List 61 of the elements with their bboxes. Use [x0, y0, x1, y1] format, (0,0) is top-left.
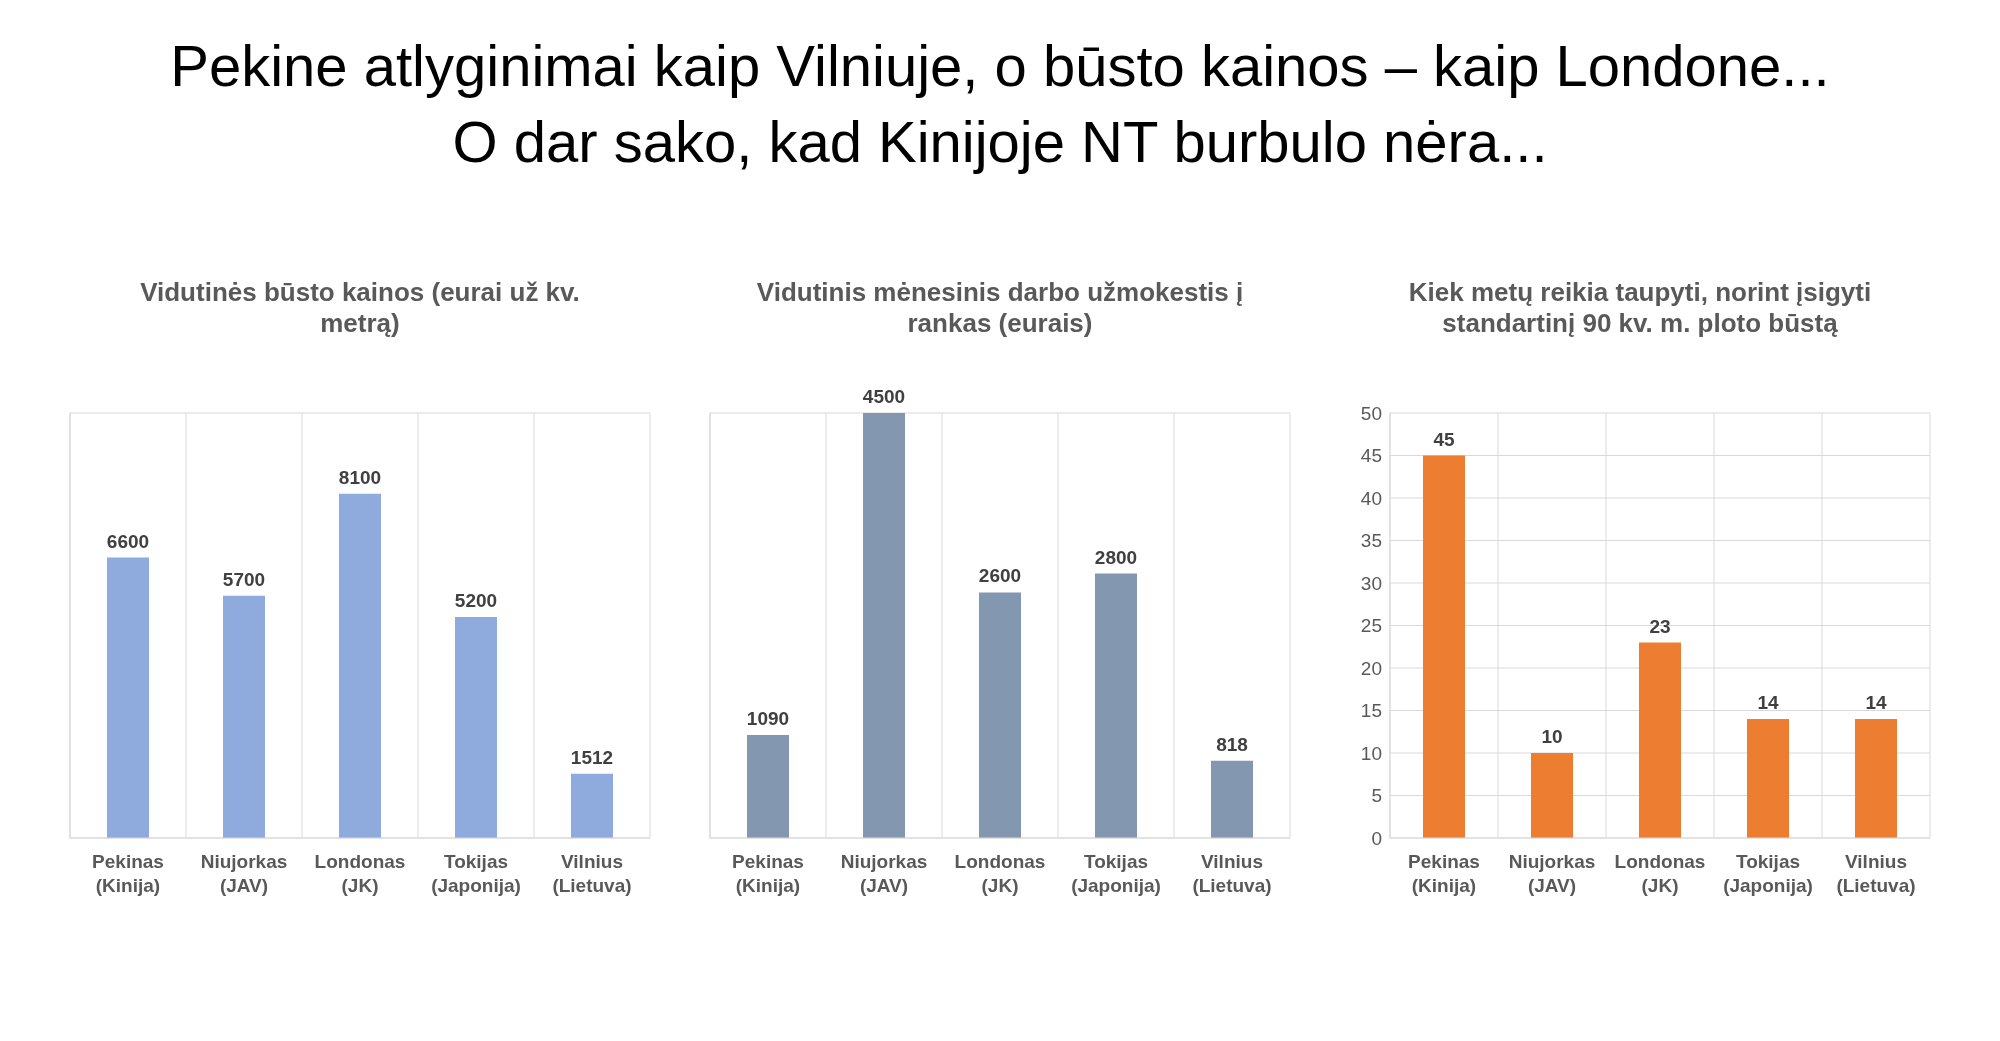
- bar: [339, 493, 381, 838]
- bar: [571, 773, 613, 838]
- x-tick-label: Tokijas (Japonija): [1071, 851, 1161, 896]
- y-tick-label: 10: [1360, 742, 1382, 764]
- y-tick-label: 25: [1360, 615, 1382, 637]
- x-tick-label: Pekinas (Kinija): [1408, 851, 1480, 896]
- data-label: 8100: [338, 466, 382, 488]
- data-label: 14: [1865, 692, 1887, 713]
- bar: [1095, 573, 1137, 838]
- bar: [979, 592, 1021, 838]
- bar: [1423, 455, 1465, 838]
- y-tick-label: 35: [1360, 530, 1382, 552]
- bar: [223, 595, 265, 838]
- data-label: 1090: [746, 708, 790, 730]
- text: Pekine atlyginimai kaip Vilniuje, o būsto kainos – kaip Londone...: [169, 32, 1831, 100]
- data-label: 4500: [862, 386, 906, 407]
- x-tick-label: Londonas (JK): [1614, 851, 1706, 896]
- data-label: 14: [1757, 692, 1779, 713]
- bar: [1855, 719, 1897, 838]
- y-tick-label: 40: [1360, 487, 1382, 509]
- y-tick-label: 20: [1360, 657, 1382, 679]
- bar: [1531, 753, 1573, 838]
- x-tick-label: Vilnius (Lietuva): [552, 851, 632, 896]
- y-tick-label: 45: [1360, 445, 1382, 467]
- x-tick-label: Tokijas (Japonija): [431, 851, 521, 896]
- data-label: 5200: [454, 590, 498, 611]
- bar: [863, 413, 905, 838]
- data-label: 818: [1216, 733, 1248, 755]
- bar: [1639, 642, 1681, 838]
- y-tick-label: 50: [1360, 402, 1382, 424]
- x-tick-label: Tokijas (Japonija): [1723, 851, 1813, 896]
- data-label: 23: [1649, 615, 1671, 637]
- x-tick-label: Londonas (JK): [314, 851, 406, 896]
- y-tick-label: 0: [1371, 827, 1382, 849]
- data-label: 6600: [106, 530, 150, 552]
- bar: [455, 617, 497, 838]
- chart-title: Vidutinės būsto kainos (eurai už kv. metrą): [139, 276, 581, 340]
- x-tick-label: Niujorkas (JAV): [840, 851, 928, 896]
- x-tick-label: Londonas (JK): [954, 851, 1046, 896]
- x-tick-label: Vilnius (Lietuva): [1836, 851, 1916, 896]
- y-tick-label: 5: [1371, 785, 1382, 807]
- x-tick-label: Niujorkas (JAV): [1508, 851, 1596, 896]
- x-tick-label: Niujorkas (JAV): [200, 851, 288, 896]
- chart-title: Vidutinis mėnesinis darbo užmokestis į rankas (eurais): [755, 276, 1245, 340]
- chart-title: Kiek metų reikia taupyti, norint įsigyti standartinį 90 kv. m. ploto būstą: [1407, 276, 1873, 340]
- x-tick-label: Vilnius (Lietuva): [1192, 851, 1272, 896]
- data-label: 2600: [978, 565, 1022, 587]
- data-label: 2800: [1094, 546, 1138, 568]
- data-label: 1512: [570, 746, 614, 768]
- y-tick-label: 15: [1360, 700, 1382, 722]
- bar: [1747, 719, 1789, 838]
- bar: [107, 557, 149, 838]
- data-label: 45: [1433, 428, 1455, 450]
- text: O dar sako, kad Kinijoje NT burbulo nėra...: [451, 108, 1549, 176]
- y-tick-label: 30: [1360, 572, 1382, 594]
- data-label: 10: [1541, 726, 1563, 747]
- bar: [1211, 760, 1253, 838]
- data-label: 5700: [222, 568, 266, 590]
- bar: [747, 735, 789, 838]
- x-tick-label: Pekinas (Kinija): [92, 851, 164, 896]
- x-tick-label: Pekinas (Kinija): [732, 851, 804, 896]
